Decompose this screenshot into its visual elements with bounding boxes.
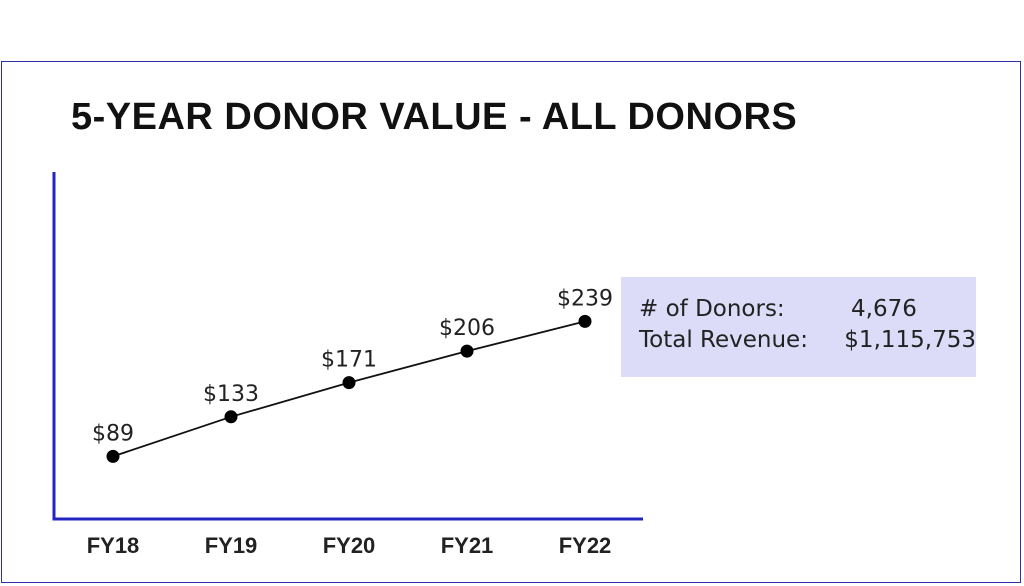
revenue-label: Total Revenue: [639, 327, 808, 353]
revenue-row: Total Revenue: $1,115,753 [639, 325, 976, 356]
data-label: $239 [557, 286, 613, 311]
data-label: $89 [92, 421, 134, 446]
x-tick-label: FY21 [441, 533, 494, 558]
data-point [106, 449, 120, 463]
data-label: $206 [439, 316, 495, 341]
data-point [578, 314, 592, 328]
data-label: $171 [321, 348, 377, 373]
data-point [460, 344, 474, 358]
donors-row: # of Donors: 4,676 [639, 294, 976, 325]
x-tick-label: FY19 [205, 533, 258, 558]
donors-value: 4,676 [851, 296, 917, 322]
chart-frame [1, 61, 1021, 583]
x-tick-label: FY20 [323, 533, 376, 558]
summary-box: # of Donors: 4,676 Total Revenue: $1,115… [621, 277, 976, 377]
data-label: $133 [203, 382, 259, 407]
x-tick-label: FY18 [87, 533, 140, 558]
chart-title: 5-YEAR DONOR VALUE - ALL DONORS [71, 96, 798, 138]
data-point [342, 376, 356, 390]
donors-label: # of Donors: [639, 296, 785, 322]
data-point [224, 410, 238, 424]
x-tick-label: FY22 [559, 533, 612, 558]
revenue-value: $1,115,753 [844, 327, 976, 353]
